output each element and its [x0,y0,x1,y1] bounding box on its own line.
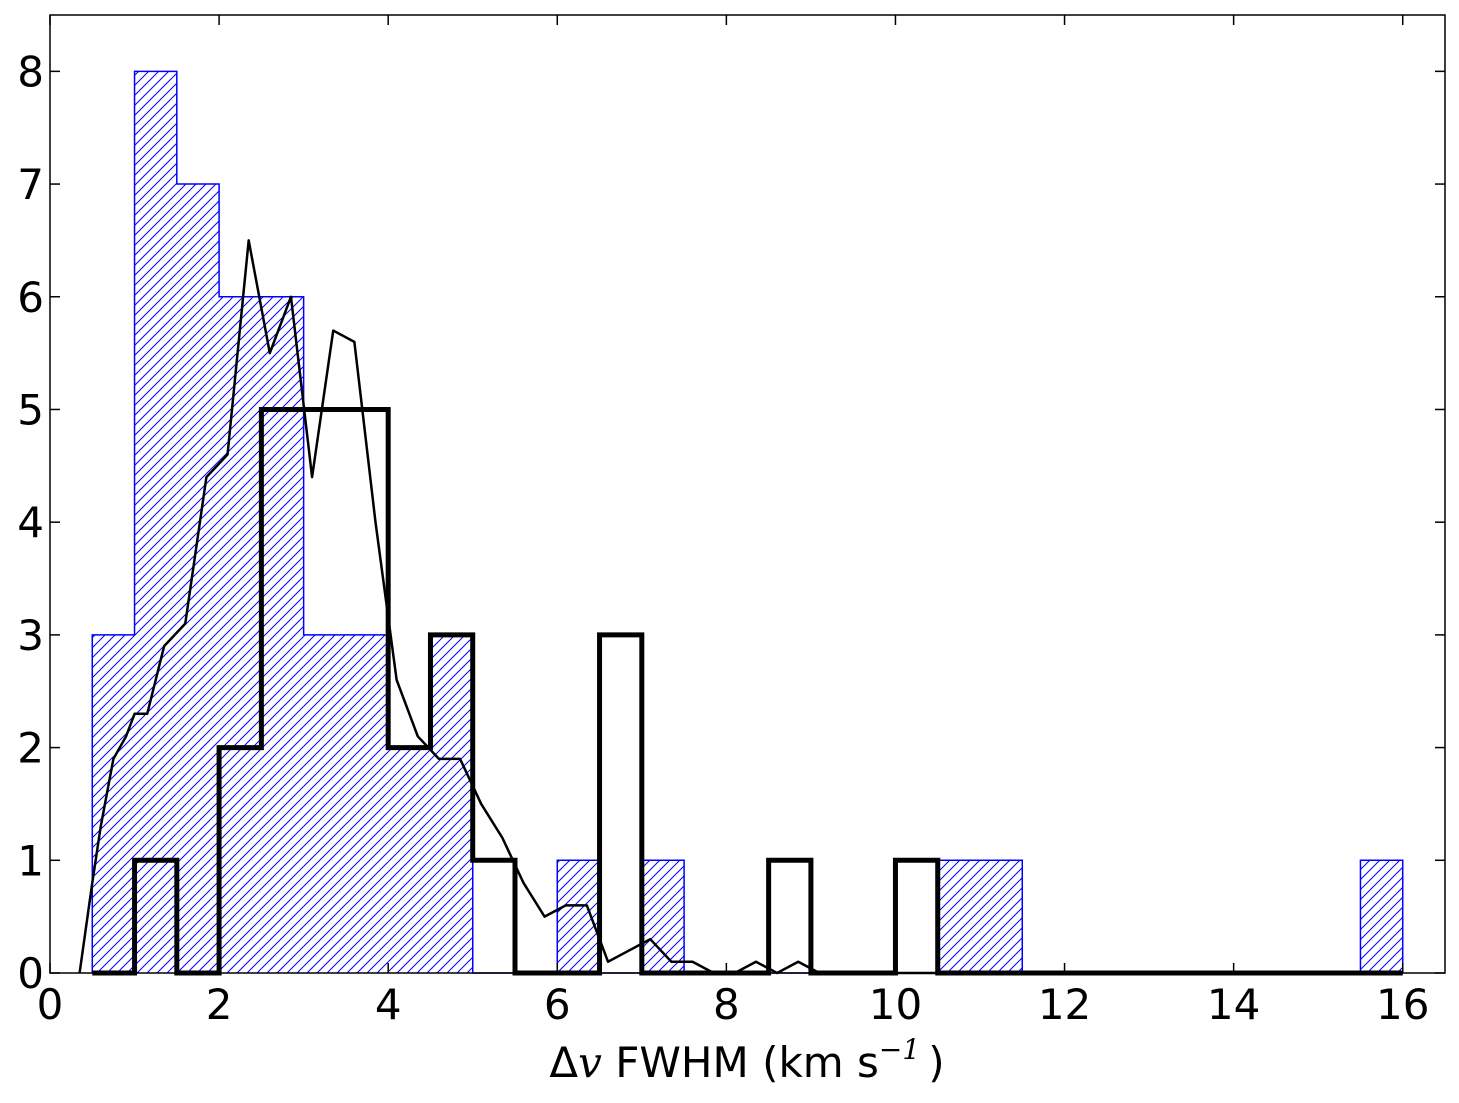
hatched-bar [219,296,262,973]
x-tick-label: 12 [1038,980,1091,1029]
x-axis-label-var: v [578,1038,602,1087]
x-axis: 0 2 4 6 8 10 12 14 16 [37,15,1429,1029]
y-tick-label: 5 [17,385,44,434]
hatched-bar [430,634,473,973]
x-axis-label-symbol: Δ [549,1038,578,1087]
x-tick-label: 14 [1207,980,1260,1029]
hatched-bar [1360,860,1403,973]
hatched-bar [388,747,431,973]
hatched-bar [557,860,600,973]
series-hatched-histogram [91,70,1404,974]
x-axis-label-text: FWHM (km s [602,1038,879,1087]
hatched-bar [134,71,177,973]
hatched-bar [980,860,1023,973]
y-axis: 0 1 2 3 4 5 6 7 8 [17,47,1445,998]
hatched-bar [937,860,980,973]
hatched-bar [92,634,135,973]
y-tick-label: 8 [17,47,44,96]
x-axis-label: Δv FWHM (km s−1) [549,1033,944,1087]
x-tick-label: 16 [1376,980,1429,1029]
hatched-bar [641,860,685,973]
y-tick-label: 2 [17,724,44,773]
hatched-bar [303,634,346,973]
y-tick-label: 3 [17,611,44,660]
y-tick-label: 7 [17,160,44,209]
x-tick-label: 0 [37,980,64,1029]
y-tick-label: 6 [17,273,44,322]
plot-area [78,70,1404,976]
x-tick-label: 8 [713,980,740,1029]
hatched-bar [345,634,389,973]
y-tick-label: 0 [17,949,44,998]
y-tick-label: 1 [17,836,44,885]
x-tick-label: 10 [869,980,922,1029]
x-tick-label: 2 [206,980,233,1029]
plot-frame [49,14,1446,974]
hatched-bar [261,296,304,973]
x-axis-label-exp: −1 [879,1033,920,1066]
x-axis-label-close: ) [928,1038,944,1087]
x-tick-label: 6 [544,980,571,1029]
hatched-bar [176,184,220,973]
x-tick-label: 4 [375,980,402,1029]
y-tick-label: 4 [17,498,44,547]
